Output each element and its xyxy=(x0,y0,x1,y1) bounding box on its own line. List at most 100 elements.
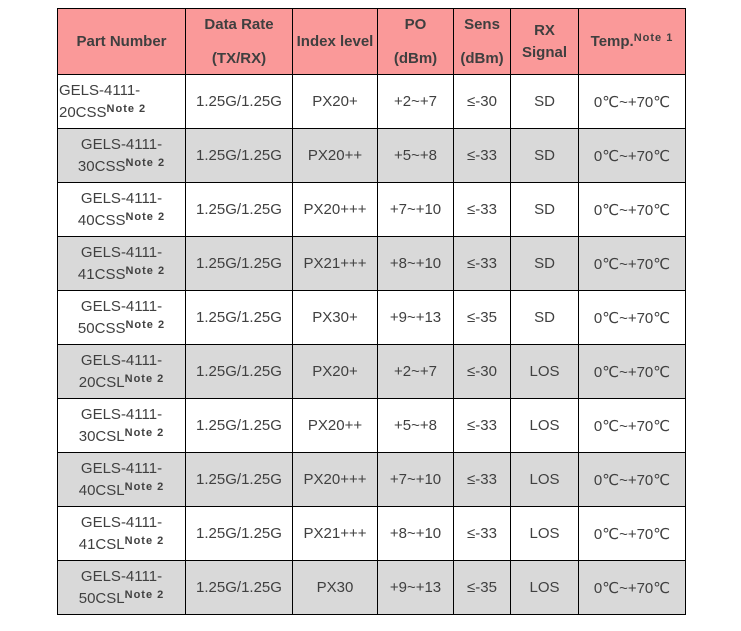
header-text: Temp. xyxy=(590,32,634,50)
data-rate-cell: 1.25G/1.25G xyxy=(185,506,293,561)
table-row: GELS-4111- 40CSSNote 2 1.25G/1.25G PX20+++ +… xyxy=(57,182,686,237)
table-row: GELS-4111- 50CSLNote 2 1.25G/1.25G PX30 +9~+… xyxy=(57,560,686,615)
temp-cell: 0℃~+70℃ xyxy=(578,74,686,129)
sens-cell: ≤-35 xyxy=(453,290,511,345)
rx-signal-cell: SD xyxy=(510,236,579,291)
sens-cell: ≤-30 xyxy=(453,74,511,129)
part-number-line1: GELS-4111- xyxy=(80,189,163,207)
header-line: Temp.Note 1 xyxy=(581,32,683,52)
column-header-temp: Temp.Note 1 xyxy=(578,8,686,75)
rx-signal-cell: LOS xyxy=(510,398,579,453)
header-line: RX xyxy=(513,21,576,41)
part-number-note-superscript: Note 2 xyxy=(124,588,165,601)
header-line: Data Rate xyxy=(188,15,290,35)
data-rate-cell: 1.25G/1.25G xyxy=(185,290,293,345)
part-number-line1: GELS-4111- xyxy=(80,243,163,261)
part-number-line2: 50CSL xyxy=(78,589,125,607)
data-rate-cell: 1.25G/1.25G xyxy=(185,560,293,615)
part-number-cell: GELS-4111- 30CSLNote 2 xyxy=(57,398,186,453)
header-text: RX xyxy=(534,21,555,39)
column-header-data-rate: Data Rate (TX/RX) xyxy=(185,8,293,75)
index-level-cell: PX20+ xyxy=(292,344,378,399)
part-number-note-superscript: Note 2 xyxy=(124,426,165,439)
header-text: (dBm) xyxy=(460,49,504,67)
part-number-note-superscript: Note 2 xyxy=(125,210,166,223)
header-text: Data Rate xyxy=(204,16,274,33)
header-line: Signal xyxy=(513,43,576,63)
header-line: PO xyxy=(380,15,451,35)
part-number-line1: GELS-4111- xyxy=(59,81,141,99)
sens-cell: ≤-33 xyxy=(453,128,511,183)
po-cell: +5~+8 xyxy=(377,128,454,183)
temp-cell: 0℃~+70℃ xyxy=(578,290,686,345)
index-level-cell: PX20+++ xyxy=(292,182,378,237)
temp-cell: 0℃~+70℃ xyxy=(578,128,686,183)
po-cell: +7~+10 xyxy=(377,182,454,237)
header-line: (dBm) xyxy=(456,49,508,69)
part-number-note-superscript: Note 2 xyxy=(124,372,165,385)
header-text: Part Number xyxy=(76,32,167,50)
header-text: PO xyxy=(404,16,427,33)
table-row: GELS-4111- 41CSSNote 2 1.25G/1.25G PX21+++ +… xyxy=(57,236,686,291)
rx-signal-cell: SD xyxy=(510,182,579,237)
table-row: GELS-4111- 30CSLNote 2 1.25G/1.25G PX20++ +5… xyxy=(57,398,686,453)
temp-cell: 0℃~+70℃ xyxy=(578,560,686,615)
data-rate-cell: 1.25G/1.25G xyxy=(185,128,293,183)
data-rate-cell: 1.25G/1.25G xyxy=(185,344,293,399)
sens-cell: ≤-35 xyxy=(453,560,511,615)
part-number-cell: GELS-4111- 20CSSNote 2 xyxy=(57,74,186,129)
po-cell: +8~+10 xyxy=(377,236,454,291)
part-number-cell: GELS-4111- 41CSLNote 2 xyxy=(57,506,186,561)
po-cell: +7~+10 xyxy=(377,452,454,507)
part-number-cell: GELS-4111- 20CSLNote 2 xyxy=(57,344,186,399)
part-number-line1: GELS-4111- xyxy=(80,351,163,369)
header-text: (TX/RX) xyxy=(211,49,267,67)
part-number-line2: 30CSS xyxy=(77,157,126,175)
po-cell: +8~+10 xyxy=(377,506,454,561)
temp-cell: 0℃~+70℃ xyxy=(578,398,686,453)
optical-module-spec-table: Part Number Data Rate (TX/RX) Index level PO… xyxy=(57,8,686,615)
part-number-line2: 41CSL xyxy=(78,535,125,553)
column-header-index-level: Index level xyxy=(292,8,378,75)
rx-signal-cell: SD xyxy=(510,290,579,345)
rx-signal-cell: LOS xyxy=(510,452,579,507)
header-line: Sens xyxy=(456,15,508,35)
sens-cell: ≤-33 xyxy=(453,452,511,507)
part-number-cell: GELS-4111- 40CSLNote 2 xyxy=(57,452,186,507)
header-text: (dBm) xyxy=(393,49,438,67)
index-level-cell: PX30+ xyxy=(292,290,378,345)
part-number-line2: 20CSS xyxy=(59,103,107,121)
part-number-note-superscript: Note 2 xyxy=(125,264,166,277)
sens-cell: ≤-33 xyxy=(453,182,511,237)
part-number-cell: GELS-4111- 40CSSNote 2 xyxy=(57,182,186,237)
table-row: GELS-4111- 30CSSNote 2 1.25G/1.25G PX20++ +5… xyxy=(57,128,686,183)
part-number-line1: GELS-4111- xyxy=(80,567,163,585)
part-number-note-superscript: Note 2 xyxy=(124,480,165,493)
temp-cell: 0℃~+70℃ xyxy=(578,236,686,291)
po-cell: +2~+7 xyxy=(377,74,454,129)
rx-signal-cell: LOS xyxy=(510,506,579,561)
rx-signal-cell: LOS xyxy=(510,344,579,399)
part-number-line1: GELS-4111- xyxy=(80,459,163,477)
po-cell: +9~+13 xyxy=(377,560,454,615)
sens-cell: ≤-33 xyxy=(453,398,511,453)
part-number-line2: 30CSL xyxy=(78,427,125,445)
header-line: Part Number xyxy=(60,32,183,52)
data-rate-cell: 1.25G/1.25G xyxy=(185,74,293,129)
rx-signal-cell: SD xyxy=(510,74,579,129)
data-rate-cell: 1.25G/1.25G xyxy=(185,236,293,291)
table-row: GELS-4111- 40CSLNote 2 1.25G/1.25G PX20+++ +… xyxy=(57,452,686,507)
header-text: Sens xyxy=(464,16,500,33)
header-line: Index level xyxy=(295,32,375,52)
table-row: GELS-4111- 20CSLNote 2 1.25G/1.25G PX20+ +2~… xyxy=(57,344,686,399)
part-number-note-superscript: Note 2 xyxy=(125,156,166,169)
column-header-rx-signal: RX Signal xyxy=(510,8,579,75)
table-row: GELS-4111- 50CSSNote 2 1.25G/1.25G PX30+ +9~… xyxy=(57,290,686,345)
column-header-po: PO (dBm) xyxy=(377,8,454,75)
po-cell: +5~+8 xyxy=(377,398,454,453)
part-number-line2: 50CSS xyxy=(77,319,126,337)
data-rate-cell: 1.25G/1.25G xyxy=(185,398,293,453)
part-number-cell: GELS-4111- 30CSSNote 2 xyxy=(57,128,186,183)
temp-cell: 0℃~+70℃ xyxy=(578,506,686,561)
data-rate-cell: 1.25G/1.25G xyxy=(185,182,293,237)
